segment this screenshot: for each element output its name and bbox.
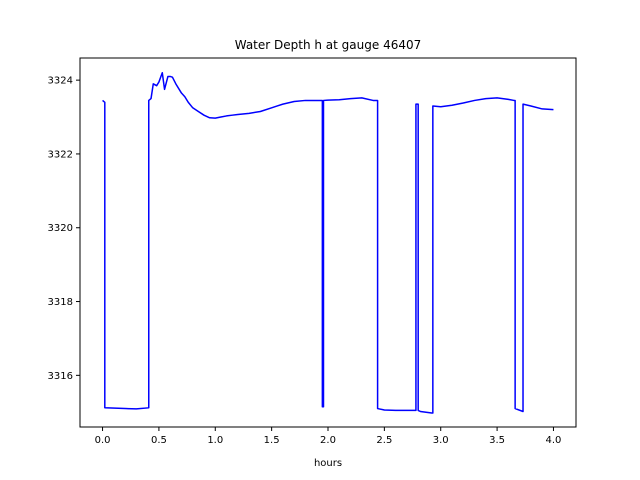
series-line-0 [102, 72, 554, 414]
axes: 0.0 0.5 1.0 1.5 2.0 2.5 3.0 3.5 4.0 3316 3318 3320 3… [48, 57, 577, 446]
y-tick-label: 3318 [48, 297, 73, 308]
x-tick-label: 2.5 [376, 435, 392, 446]
y-tick-label: 3316 [48, 371, 73, 382]
x-tick-label: 1.0 [207, 435, 223, 446]
y-tick-label: 3320 [48, 223, 73, 234]
x-tick-label: 0.5 [151, 435, 167, 446]
chart-title: Water Depth h at gauge 46407 [235, 38, 422, 52]
x-tick-label: 3.5 [489, 435, 505, 446]
x-axis-label: hours [314, 458, 342, 469]
x-tick-label: 3.0 [433, 435, 449, 446]
x-tick-label: 2.0 [320, 435, 336, 446]
x-tick-label: 1.5 [264, 435, 280, 446]
x-tick-label: 0.0 [95, 435, 111, 446]
x-tick-label: 4.0 [546, 435, 562, 446]
y-tick-label: 3322 [48, 149, 73, 160]
plot-area [102, 72, 554, 414]
y-tick-label: 3324 [48, 76, 73, 87]
